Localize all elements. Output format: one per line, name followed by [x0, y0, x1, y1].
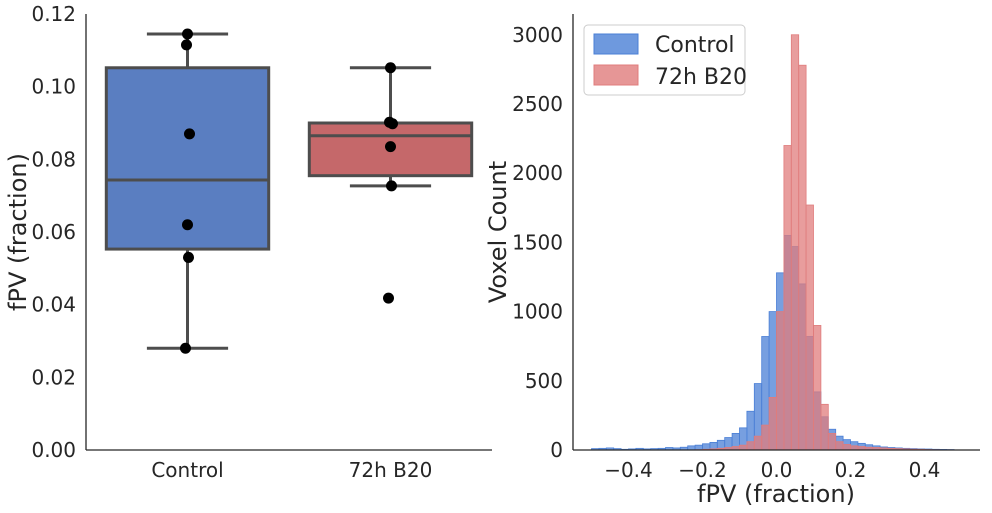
data-point-72h-b20 — [386, 180, 397, 191]
boxplot-marks — [106, 28, 471, 353]
histogram-x-label: fPV (fraction) — [697, 480, 855, 508]
histogram-bar-72h-b20 — [799, 65, 806, 450]
histogram-series-72h-b20 — [695, 35, 954, 450]
boxplot-y-label: fPV (fraction) — [4, 153, 32, 311]
histogram-bar-72h-b20 — [821, 404, 828, 450]
histogram-bar-control — [695, 445, 702, 450]
histogram-y-tick-label: 3000 — [512, 23, 563, 47]
data-point-control — [184, 128, 195, 139]
histogram-y-tick-label: 0 — [550, 438, 563, 462]
histogram-bar-72h-b20 — [777, 312, 784, 450]
histogram-x-ticks: −0.4 −0.2 0.0 0.2 0.4 — [604, 458, 940, 482]
boxplot-x-ticks: Control 72h B20 — [151, 458, 432, 482]
data-point-control — [180, 343, 191, 354]
data-point-control — [182, 28, 193, 39]
data-point-control — [181, 39, 192, 50]
data-point-control — [182, 219, 193, 230]
histogram-bar-72h-b20 — [843, 444, 850, 450]
boxplot-y-tick-label: 0.06 — [31, 220, 76, 244]
histogram-bar-72h-b20 — [769, 397, 776, 450]
histogram-y-ticks: 0 500 1000 1500 2000 2500 3000 — [512, 23, 563, 462]
histogram-y-tick-label: 2500 — [512, 92, 563, 116]
histogram-bar-72h-b20 — [806, 205, 813, 450]
histogram-bars — [592, 35, 955, 450]
box-control — [106, 28, 268, 353]
histogram-x-tick-label: −0.2 — [678, 458, 727, 482]
histogram-x-tick-label: 0.2 — [835, 458, 867, 482]
data-point-control — [183, 252, 194, 263]
histogram-y-tick-label: 2000 — [512, 161, 563, 185]
histogram-y-tick-label: 1500 — [512, 230, 563, 254]
histogram-bar-72h-b20 — [814, 325, 821, 450]
boxplot-y-tick-label: 0.00 — [31, 438, 76, 462]
histogram-bar-72h-b20 — [747, 442, 754, 450]
histogram-bar-72h-b20 — [828, 433, 835, 450]
boxplot-y-tick-label: 0.04 — [31, 293, 76, 317]
boxplot-x-tick-label: 72h B20 — [349, 458, 433, 482]
data-point-72h-b20 — [385, 62, 396, 73]
histogram-y-tick-label: 500 — [525, 369, 563, 393]
histogram-x-tick-label: 0.4 — [909, 458, 941, 482]
boxplot-y-ticks: 0.00 0.02 0.04 0.06 0.08 0.10 0.12 — [31, 2, 76, 462]
legend-label-72h-b20: 72h B20 — [655, 65, 747, 90]
boxplot-y-tick-label: 0.10 — [31, 75, 76, 99]
data-point-72h-b20 — [383, 293, 394, 304]
boxplot-x-tick-label: Control — [151, 458, 223, 482]
histogram-bar-72h-b20 — [791, 35, 798, 450]
histogram-y-tick-label: 1000 — [512, 300, 563, 324]
histogram-bar-72h-b20 — [754, 436, 761, 450]
box-72h-b20 — [309, 62, 471, 303]
legend-swatch-control — [594, 34, 638, 54]
histogram-bar-72h-b20 — [740, 445, 747, 450]
histogram-bar-72h-b20 — [836, 442, 843, 450]
boxplot-y-tick-label: 0.08 — [31, 147, 76, 171]
histogram-panel: 0 500 1000 1500 2000 2500 3000 −0.4 −0.2 0.0 0.2 0… — [484, 14, 980, 508]
histogram-x-tick-label: 0.0 — [761, 458, 793, 482]
legend-label-control: Control — [655, 33, 735, 58]
legend-swatch-72h-b20 — [594, 65, 638, 85]
histogram-bar-72h-b20 — [762, 425, 769, 450]
data-point-72h-b20 — [385, 141, 396, 152]
legend: Control 72h B20 — [584, 25, 747, 95]
boxplot-y-tick-label: 0.12 — [31, 2, 76, 26]
boxplot-y-tick-label: 0.02 — [31, 365, 76, 389]
boxplot-panel: 0.00 0.02 0.04 0.06 0.08 0.10 0.12 Control 72h … — [4, 2, 492, 482]
histogram-bar-72h-b20 — [784, 145, 791, 450]
data-point-72h-b20 — [387, 118, 398, 129]
histogram-y-label: Voxel Count — [484, 161, 512, 303]
histogram-x-tick-label: −0.4 — [604, 458, 653, 482]
